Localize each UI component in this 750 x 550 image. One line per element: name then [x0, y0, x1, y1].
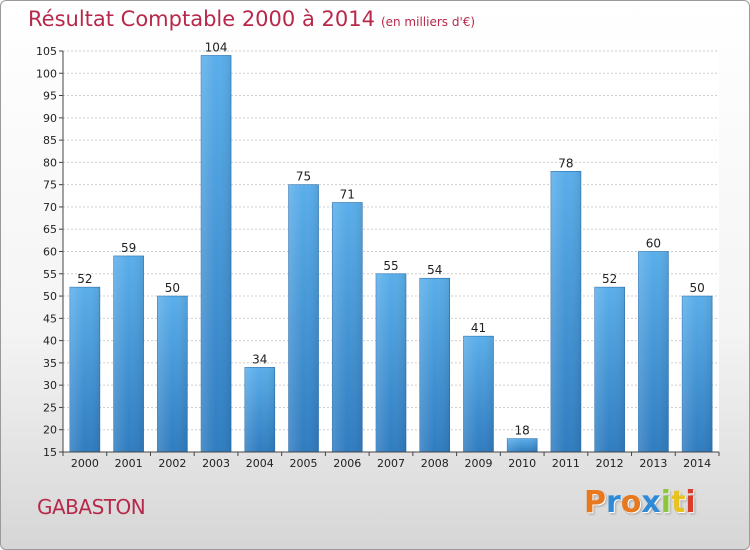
bar-shine [244, 367, 275, 452]
y-tick-label: 25 [43, 401, 57, 414]
bar-shine [69, 287, 100, 452]
x-tick-label: 2001 [115, 457, 143, 470]
chart-subtitle: (en milliers d'€) [380, 15, 476, 29]
logo-letter: x [641, 485, 661, 520]
data-label: 59 [121, 241, 136, 255]
y-tick-label: 85 [43, 134, 57, 147]
x-tick-label: 2010 [508, 457, 536, 470]
y-tick-label: 75 [43, 179, 57, 192]
bar-shine [157, 296, 188, 452]
y-tick-label: 15 [43, 446, 57, 459]
bar-shine [594, 287, 625, 452]
y-tick-label: 90 [43, 112, 57, 125]
bar-shine [201, 55, 232, 452]
y-tick-label: 45 [43, 312, 57, 325]
x-tick-label: 2012 [596, 457, 624, 470]
x-tick-label: 2009 [464, 457, 492, 470]
logo-letter: r [606, 485, 621, 520]
data-label: 41 [471, 321, 486, 335]
y-tick-label: 20 [43, 424, 57, 437]
bars: 52 59 50 104 34 75 71 55 54 41 18 78 52 60 50 [69, 40, 713, 453]
bar-shine [463, 336, 494, 452]
data-label: 71 [340, 187, 355, 201]
x-tick-label: 2005 [290, 457, 318, 470]
x-tick-label: 2000 [71, 457, 99, 470]
data-label: 34 [252, 352, 267, 366]
x-tick-label: 2008 [421, 457, 449, 470]
bar-shine [113, 255, 144, 452]
logo-letter: o [620, 485, 642, 520]
chart-title: Résultat Comptable 2000 à 2014 (en millie… [28, 7, 475, 31]
x-tick-label: 2003 [202, 457, 230, 470]
bar-shine [332, 202, 363, 452]
y-tick-label: 65 [43, 223, 57, 236]
data-label: 54 [427, 263, 442, 277]
y-tick-label: 40 [43, 335, 57, 348]
logo-letter: i [685, 485, 696, 520]
data-label: 50 [689, 281, 704, 295]
x-tick-label: 2002 [158, 457, 186, 470]
logo-letter: t [671, 485, 686, 520]
data-label: 55 [383, 259, 398, 273]
y-tick-label: 105 [36, 45, 57, 58]
data-label: 75 [296, 170, 311, 184]
y-tick-label: 30 [43, 379, 57, 392]
x-tick-label: 2013 [639, 457, 667, 470]
x-tick-label: 2011 [552, 457, 580, 470]
x-tick-label: 2014 [683, 457, 711, 470]
data-label: 104 [205, 40, 228, 54]
logo-letter: i [660, 485, 672, 520]
data-label: 52 [602, 272, 617, 286]
bar-shine [507, 438, 538, 452]
y-tick-label: 100 [36, 67, 57, 80]
y-tick-label: 35 [43, 357, 57, 370]
bar-shine [288, 184, 319, 452]
data-label: 60 [646, 237, 661, 251]
y-tick-label: 55 [43, 268, 57, 281]
bar-shine [376, 273, 406, 452]
axes: 15 20 25 30 35 40 45 50 55 60 65 70 75 80 85 90 95 100 105… [36, 45, 720, 470]
bar-shine [550, 171, 581, 453]
bar-shine [638, 251, 669, 452]
y-tick-label: 95 [43, 90, 57, 103]
data-label: 50 [165, 281, 180, 295]
data-label: 78 [558, 156, 573, 170]
bar-shine [682, 296, 713, 452]
logo-letter: P [584, 485, 606, 520]
y-tick-label: 50 [43, 290, 57, 303]
x-tick-label: 2006 [333, 457, 361, 470]
proxiti-logo: Proxiti [584, 485, 696, 520]
x-tick-label: 2004 [246, 457, 274, 470]
title-text: Résultat Comptable 2000 à 2014 [28, 7, 375, 31]
commune-name: GABASTON [37, 495, 146, 519]
bar-shine [419, 278, 450, 452]
y-tick-label: 80 [43, 156, 57, 169]
data-label: 18 [515, 424, 530, 438]
y-tick-label: 60 [43, 246, 57, 259]
x-tick-label: 2007 [377, 457, 405, 470]
y-tick-label: 70 [43, 201, 57, 214]
data-label: 52 [77, 272, 92, 286]
